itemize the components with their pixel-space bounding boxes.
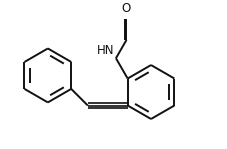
Text: O: O	[122, 2, 131, 15]
Text: HN: HN	[97, 44, 115, 57]
